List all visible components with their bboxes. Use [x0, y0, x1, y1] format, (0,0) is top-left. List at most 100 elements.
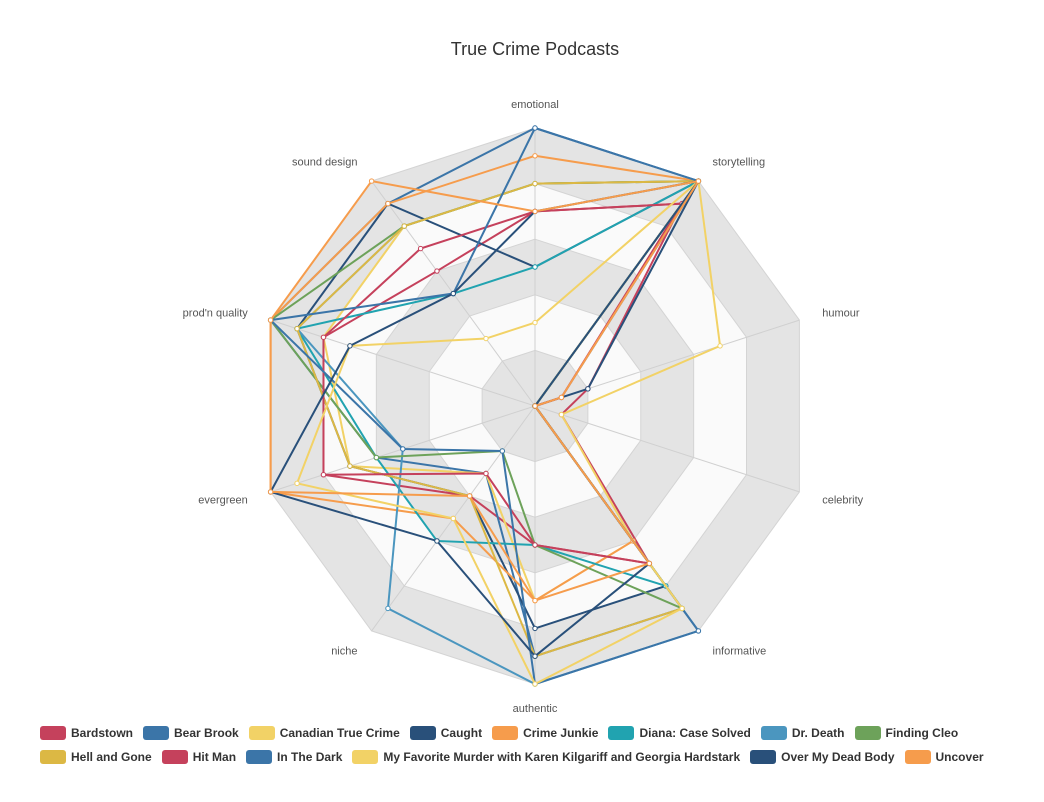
legend-row: Hell and Gone Hit Man In The Dark My Favori…: [40, 745, 1040, 769]
data-point-caught-humour[interactable]: [585, 386, 591, 392]
legend-label: Finding Cleo: [885, 726, 959, 740]
legend-swatch: [40, 750, 66, 764]
legend-swatch: [352, 750, 379, 764]
legend-swatch: [492, 726, 519, 740]
axis-label-niche: niche: [331, 645, 357, 657]
legend-swatch: [854, 726, 881, 740]
legend-item-diana-case-solved[interactable]: Diana: Case Solved: [608, 726, 751, 740]
data-point-hit-man-niche[interactable]: [483, 470, 489, 477]
legend-item-uncover[interactable]: Uncover: [904, 750, 984, 764]
data-point-over-my-dead-body-niche[interactable]: [434, 538, 440, 544]
data-point-canadian-true-crime-humour[interactable]: [717, 343, 723, 349]
legend-swatch: [248, 726, 275, 740]
legend-swatch: [409, 726, 436, 740]
legend-item-hell-and-gone[interactable]: Hell and Gone: [40, 750, 152, 764]
legend-label: Hell and Gone: [71, 750, 152, 764]
legend-item-dr-death[interactable]: Dr. Death: [760, 726, 845, 740]
data-point-hit-man-prod-n-quality[interactable]: [320, 334, 327, 340]
data-point-uncover-celebrity[interactable]: [532, 403, 538, 409]
legend-item-crime-junkie[interactable]: Crime Junkie: [492, 726, 598, 740]
legend-label: Caught: [440, 726, 483, 740]
legend-label: Over My Dead Body: [781, 750, 895, 764]
legend-swatch: [40, 726, 66, 740]
data-point-over-my-dead-body-sound-design[interactable]: [450, 290, 456, 297]
data-point-my-favorite-murder-with-karen-kilgariff-and-georgia-hardstark-sound-design[interactable]: [483, 335, 489, 342]
axis-label-informative: informative: [713, 645, 767, 657]
data-point-my-favorite-murder-with-karen-kilgariff-and-georgia-hardstark-authentic[interactable]: [532, 681, 538, 687]
data-point-over-my-dead-body-authentic[interactable]: [532, 653, 538, 659]
legend-label: In The Dark: [277, 750, 343, 764]
axis-line-prod-n-quality: [270, 319, 536, 407]
series-uncover: [267, 178, 702, 604]
data-point-finding-cleo-evergreen[interactable]: [373, 454, 380, 461]
data-point-hell-and-gone-prod-n-quality[interactable]: [294, 325, 300, 332]
legend-label: Dr. Death: [791, 726, 845, 740]
data-point-my-favorite-murder-with-karen-kilgariff-and-georgia-hardstark-evergreen[interactable]: [294, 480, 300, 487]
legend-label: Bear Brook: [174, 726, 239, 740]
data-point-hit-man-evergreen[interactable]: [320, 472, 327, 478]
data-point-my-favorite-murder-with-karen-kilgariff-and-georgia-hardstark-emotional[interactable]: [532, 319, 538, 326]
legend: Bardstown Bear Brook Canadian True Crime Ca…: [40, 721, 1040, 769]
data-point-bardstown-sound-design[interactable]: [434, 268, 440, 274]
data-point-hit-man-sound-design[interactable]: [417, 245, 424, 252]
axis-label-prod-n-quality: prod'n quality: [183, 308, 249, 320]
data-point-diana-case-solved-emotional[interactable]: [532, 264, 538, 270]
data-point-dr-death-niche[interactable]: [385, 605, 391, 612]
axis-label-storytelling: storytelling: [713, 157, 766, 169]
data-point-uncover-informative[interactable]: [646, 560, 653, 567]
legend-item-my-favorite-murder-with-karen-kilgariff-and-georgia-hardstark[interactable]: My Favorite Murder with Karen Kilgariff …: [352, 750, 740, 764]
legend-label: Canadian True Crime: [279, 726, 400, 740]
data-point-hell-and-gone-sound-design[interactable]: [401, 223, 407, 229]
legend-item-over-my-dead-body[interactable]: Over My Dead Body: [750, 750, 895, 764]
data-point-my-favorite-murder-with-karen-kilgariff-and-georgia-hardstark-niche[interactable]: [450, 515, 456, 522]
chart-title: True Crime Podcasts: [451, 39, 619, 59]
legend-swatch: [246, 750, 273, 764]
legend-row: Bardstown Bear Brook Canadian True Crime Ca…: [40, 721, 1040, 745]
axis-label-evergreen: evergreen: [198, 494, 248, 506]
legend-item-in-the-dark[interactable]: In The Dark: [246, 750, 342, 764]
axis-label-emotional: emotional: [511, 99, 559, 111]
data-point-in-the-dark-niche[interactable]: [499, 448, 506, 454]
legend-label: My Favorite Murder with Karen Kilgariff …: [383, 750, 741, 764]
data-point-uncover-storytelling[interactable]: [695, 178, 702, 184]
data-point-uncover-evergreen[interactable]: [267, 489, 274, 495]
series-line-over-my-dead-body: [269, 179, 701, 658]
data-point-uncover-humour[interactable]: [558, 394, 565, 401]
data-point-in-the-dark-evergreen[interactable]: [400, 446, 406, 452]
radar-chart: True Crime Podcasts emotional storytellin…: [183, 39, 864, 715]
data-point-in-the-dark-informative[interactable]: [695, 628, 702, 634]
data-point-hell-and-gone-emotional[interactable]: [532, 180, 538, 187]
data-point-hell-and-gone-evergreen[interactable]: [347, 463, 353, 469]
data-point-over-my-dead-body-prod-n-quality[interactable]: [347, 343, 353, 349]
axis-label-humour: humour: [822, 308, 860, 320]
data-point-uncover-sound-design[interactable]: [368, 178, 375, 184]
legend-label: Diana: Case Solved: [639, 726, 751, 740]
data-point-uncover-prod-n-quality[interactable]: [267, 317, 274, 323]
data-point-canadian-true-crime-celebrity[interactable]: [558, 411, 565, 418]
legend-swatch: [750, 750, 777, 764]
data-point-uncover-niche[interactable]: [466, 493, 473, 499]
data-point-hit-man-authentic[interactable]: [532, 542, 538, 548]
legend-item-bear-brook[interactable]: Bear Brook: [143, 726, 239, 740]
data-point-in-the-dark-emotional[interactable]: [532, 125, 538, 131]
data-point-crime-junkie-emotional[interactable]: [532, 153, 538, 159]
legend-label: Uncover: [935, 750, 984, 764]
data-point-crime-junkie-sound-design[interactable]: [385, 200, 391, 207]
legend-item-finding-cleo[interactable]: Finding Cleo: [854, 726, 959, 740]
axis-label-sound-design: sound design: [292, 157, 357, 169]
legend-label: Hit Man: [192, 750, 237, 764]
legend-item-hit-man[interactable]: Hit Man: [161, 750, 237, 764]
axis-line-celebrity: [534, 405, 800, 493]
legend-swatch: [161, 750, 188, 764]
legend-item-caught[interactable]: Caught: [409, 726, 483, 740]
series-layer: [267, 125, 723, 687]
legend-item-bardstown[interactable]: Bardstown: [40, 726, 133, 740]
data-point-my-favorite-murder-with-karen-kilgariff-and-georgia-hardstark-informative[interactable]: [679, 605, 685, 612]
axis-label-authentic: authentic: [513, 703, 558, 715]
legend-label: Bardstown: [71, 726, 134, 740]
legend-item-canadian-true-crime[interactable]: Canadian True Crime: [248, 726, 400, 740]
data-point-uncover-authentic[interactable]: [532, 597, 538, 604]
data-point-caught-authentic[interactable]: [532, 625, 538, 632]
legend-swatch: [904, 750, 931, 764]
data-point-uncover-emotional[interactable]: [532, 208, 538, 215]
